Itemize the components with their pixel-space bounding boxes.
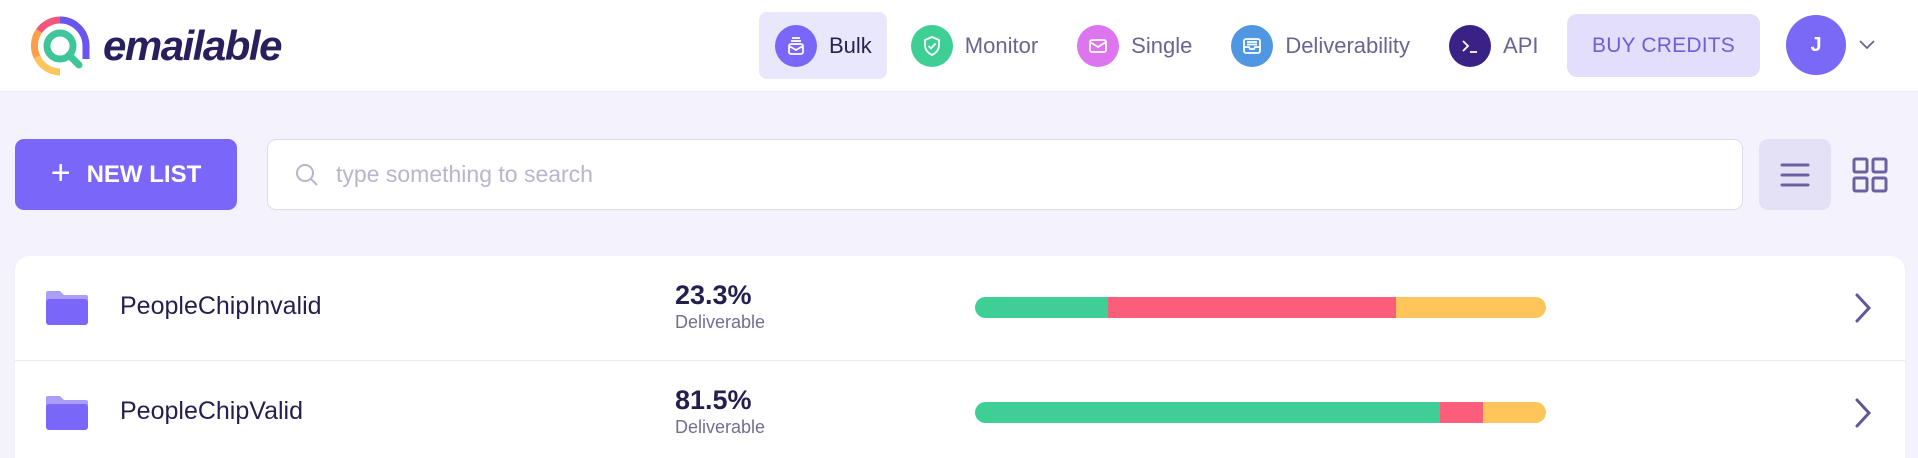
bulk-inbox-icon bbox=[775, 24, 817, 67]
new-list-label: NEW LIST bbox=[86, 160, 202, 188]
nav-item-monitor[interactable]: Monitor bbox=[895, 12, 1053, 79]
nav-item-bulk[interactable]: Bulk bbox=[759, 12, 887, 79]
envelope-icon bbox=[1077, 24, 1120, 67]
avatar[interactable]: J bbox=[1786, 15, 1846, 75]
folder-icon bbox=[46, 396, 88, 430]
list-row[interactable]: PeopleChipInvalid 23.3% Deliverable bbox=[15, 256, 1905, 360]
new-list-button[interactable]: + NEW LIST bbox=[15, 139, 237, 210]
deliverable-percent: 23.3% bbox=[675, 280, 752, 310]
chevron-right-icon[interactable] bbox=[1851, 291, 1875, 325]
bar-segment-deliverable bbox=[975, 402, 1441, 423]
list-name: PeopleChipValid bbox=[120, 397, 303, 425]
nav-label: Bulk bbox=[829, 32, 872, 58]
shield-check-icon bbox=[910, 24, 953, 67]
list-name: PeopleChipInvalid bbox=[120, 292, 322, 320]
folder-icon bbox=[46, 291, 88, 325]
list-view-button[interactable] bbox=[1759, 139, 1831, 210]
nav-item-api[interactable]: API bbox=[1433, 12, 1553, 79]
nav-label: API bbox=[1503, 32, 1539, 58]
nav-label: Monitor bbox=[964, 32, 1039, 58]
deliverable-label: Deliverable bbox=[675, 417, 766, 437]
deliverability-bar bbox=[975, 297, 1546, 318]
list-view-icon bbox=[1780, 163, 1810, 186]
nav-label: Deliverability bbox=[1285, 32, 1411, 58]
nav-label: Single bbox=[1131, 32, 1193, 58]
grid-view-button[interactable] bbox=[1850, 139, 1890, 210]
bar-segment-risky bbox=[1482, 402, 1546, 423]
deliverable-label: Deliverable bbox=[675, 312, 766, 332]
main-nav: Bulk Monitor Single Deliverability API bbox=[759, 12, 1562, 79]
top-header: emailable Bulk Monitor Single Deliverabi… bbox=[0, 0, 1918, 92]
lists-card: PeopleChipInvalid 23.3% Deliverable Peop… bbox=[15, 256, 1905, 458]
bar-segment-undeliverable bbox=[1108, 297, 1396, 318]
logo[interactable]: emailable bbox=[29, 15, 282, 77]
deliverable-percent: 81.5% bbox=[675, 385, 752, 415]
buy-credits-button[interactable]: BUY CREDITS bbox=[1567, 14, 1760, 77]
brand-name: emailable bbox=[103, 22, 282, 69]
search-input[interactable] bbox=[336, 161, 1636, 188]
search-icon bbox=[296, 163, 318, 186]
bar-segment-deliverable bbox=[975, 297, 1109, 318]
deliverability-bar bbox=[975, 402, 1546, 423]
nav-item-deliverability[interactable]: Deliverability bbox=[1215, 12, 1425, 79]
bar-segment-undeliverable bbox=[1440, 402, 1483, 423]
chevron-down-icon[interactable] bbox=[1858, 35, 1876, 53]
chevron-right-icon[interactable] bbox=[1851, 396, 1875, 430]
grid-view-icon bbox=[1852, 157, 1888, 192]
terminal-icon bbox=[1449, 24, 1492, 67]
search-box bbox=[267, 139, 1743, 210]
list-row[interactable]: PeopleChipValid 81.5% Deliverable bbox=[15, 360, 1905, 458]
bar-segment-risky bbox=[1395, 297, 1546, 318]
inbox-tray-icon bbox=[1231, 24, 1274, 67]
nav-item-single[interactable]: Single bbox=[1061, 12, 1207, 79]
plus-icon: + bbox=[50, 154, 71, 192]
emailable-logo-icon bbox=[30, 16, 90, 76]
